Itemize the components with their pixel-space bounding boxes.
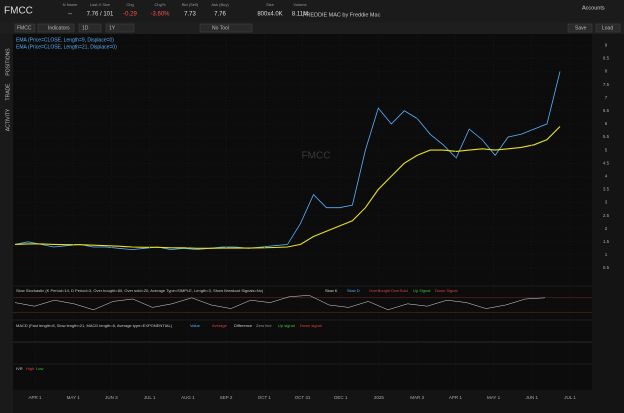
stochastic-legend: Slow K xyxy=(325,288,338,293)
slow-k-line xyxy=(14,295,546,311)
stochastic-legend: Slow D xyxy=(347,288,360,293)
field-label: Last X Size xyxy=(90,2,111,7)
symbol[interactable]: FMCC xyxy=(4,6,33,17)
y-tick-label: 6.5 xyxy=(603,108,610,113)
field-label: Volume xyxy=(293,2,307,7)
y-tick-label: 5 xyxy=(605,147,608,152)
y-tick-label: 9 xyxy=(605,42,608,47)
study-label: EMA (Price=CLOSE, Length=21, Displace=0) xyxy=(16,44,117,50)
side-bar xyxy=(0,34,13,413)
x-tick-label: APR 1 xyxy=(28,395,42,400)
price-line xyxy=(14,71,561,251)
x-tick-label: DEC 1 xyxy=(334,395,348,400)
header-bar xyxy=(0,0,624,22)
toolbar xyxy=(0,22,624,34)
x-tick-label: OCT 1 xyxy=(258,395,272,400)
field-label: Chg% xyxy=(155,2,166,7)
y-tick-label: 6 xyxy=(605,121,608,126)
y-tick-label: 1.5 xyxy=(603,239,610,244)
tool-select[interactable] xyxy=(199,23,253,33)
macd-legend: Up signal xyxy=(278,323,295,328)
y-tick-label: 5.5 xyxy=(603,134,610,139)
watermark: FMCC xyxy=(302,151,331,162)
ivr-legend: Low xyxy=(36,366,43,371)
x-tick-label: MAY 1 xyxy=(487,395,501,400)
field-value: 800x4.0K xyxy=(257,12,282,18)
field-label: Chg xyxy=(126,2,133,7)
range-select[interactable] xyxy=(105,23,135,33)
load[interactable]: Load xyxy=(602,25,613,31)
macd-legend: Value xyxy=(190,323,201,328)
save-button[interactable] xyxy=(567,23,593,33)
ivr-legend: High xyxy=(26,366,34,371)
x-tick-label: JUN 3 xyxy=(105,395,118,400)
field-value: -0.29 xyxy=(123,12,137,18)
macd-legend: Difference xyxy=(234,323,253,328)
field-value: 7.76 / 101 xyxy=(87,12,114,18)
range[interactable]: 1Y xyxy=(109,25,116,31)
x-tick-label: SEP 2 xyxy=(220,395,233,400)
side-tab[interactable]: ACTIVITY xyxy=(5,108,11,131)
field-label: Bid (Sell) xyxy=(182,2,199,7)
stochastic-legend: Up Signal xyxy=(413,288,430,293)
stochastic-legend: OverBought xyxy=(369,288,391,293)
tool[interactable]: No Tool xyxy=(212,25,229,31)
x-tick-label: JUL 1 xyxy=(144,395,156,400)
description: FREDDIE MAC by Freddie Mac xyxy=(303,12,381,18)
ivr-label: IVR xyxy=(16,366,23,371)
x-tick-label: JUN 1 xyxy=(526,395,539,400)
field-value: 7.76 xyxy=(214,12,226,18)
x-tick-label: MAR 3 xyxy=(410,395,424,400)
indicators[interactable]: Indicators xyxy=(48,25,70,31)
save[interactable]: Save xyxy=(575,25,587,31)
field-value: 7.73 xyxy=(184,12,196,18)
side-tab[interactable]: TRADE xyxy=(5,83,11,101)
stochastic-legend: Down Signal xyxy=(435,288,458,293)
aggregation[interactable]: 1D xyxy=(82,25,89,31)
y-tick-label: 3 xyxy=(605,200,608,205)
y-tick-label: 8.5 xyxy=(603,56,610,61)
macd-legend: Down signal xyxy=(300,323,322,328)
aggregation-select[interactable] xyxy=(78,23,102,33)
macd-label: MACD (Fast length=8, Slow length=21, MAC… xyxy=(16,323,173,328)
symbol-box[interactable] xyxy=(14,23,36,33)
stochastic-legend: OverSold xyxy=(391,288,408,293)
macd-legend: Average xyxy=(212,323,228,328)
x-tick-label: OCT 31 xyxy=(295,395,311,400)
y-tick-label: 2 xyxy=(605,226,608,231)
indicators-button[interactable] xyxy=(37,23,75,33)
ema-line xyxy=(14,126,561,249)
study-label: EMA (Price=CLOSE, Length=9, Displace=0) xyxy=(16,37,114,43)
x-tick-label: MAY 1 xyxy=(67,395,81,400)
y-tick-label: 7.5 xyxy=(603,82,610,87)
x-tick-label: AUG 1 xyxy=(181,395,195,400)
y-tick-label: 7 xyxy=(605,95,608,100)
field-label: Ask (Buy) xyxy=(211,2,229,7)
toolbar-symbol[interactable]: FMCC xyxy=(17,25,32,31)
macd-legend: Zero line xyxy=(256,323,272,328)
field-value: -- xyxy=(68,12,72,18)
y-tick-label: 0.5 xyxy=(603,265,610,270)
y-tick-label: 2.5 xyxy=(603,213,610,218)
load-button[interactable] xyxy=(595,23,621,33)
stochastic-label: Slow Stochastic (K Period=14, D Period=3… xyxy=(16,288,264,293)
y-tick-label: 4 xyxy=(605,173,608,178)
accounts[interactable]: Accounts xyxy=(582,5,605,11)
field-label: N Name xyxy=(63,2,78,7)
field-value: -3.60% xyxy=(150,12,170,18)
ivr-panel xyxy=(13,365,592,390)
y-tick-label: 8 xyxy=(605,69,608,74)
y-tick-label: 4.5 xyxy=(603,160,610,165)
x-tick-label: JUL 1 xyxy=(564,395,576,400)
x-tick-label: 2025 xyxy=(374,395,385,400)
field-label: Size xyxy=(266,2,275,7)
y-tick-label: 1 xyxy=(605,252,608,257)
y-tick-label: 3.5 xyxy=(603,187,610,192)
side-tab[interactable]: POSITIONS xyxy=(5,48,11,76)
x-tick-label: APR 1 xyxy=(449,395,463,400)
field-value: 8.11M xyxy=(292,12,308,18)
